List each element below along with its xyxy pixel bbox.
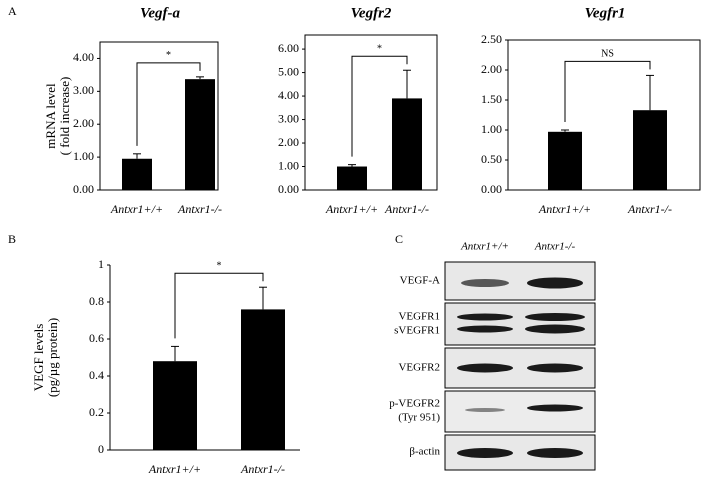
y-tick-label: 0.4 xyxy=(89,368,104,382)
x-tick-label: Antxr1-/- xyxy=(627,202,672,216)
x-tick-label: Antxr1+/+ xyxy=(325,202,378,216)
lane-label: Antxr1+/+ xyxy=(460,241,509,253)
row-label: sVEGFR1 xyxy=(394,325,440,337)
bar xyxy=(122,158,152,190)
y-tick-label: 3.00 xyxy=(73,83,94,97)
y-tick-label: 1.00 xyxy=(278,158,299,172)
plot-frame xyxy=(304,34,438,191)
row-label: (Tyr 951) xyxy=(398,412,440,424)
bar xyxy=(392,98,422,190)
band xyxy=(457,325,513,333)
y-tick-label: 2.00 xyxy=(73,116,94,130)
row-label: p-VEGFR2 xyxy=(389,398,440,410)
y-tick-label: 2.00 xyxy=(481,62,502,76)
row-label: β-actin xyxy=(409,446,440,458)
band xyxy=(527,448,583,458)
y-axis-label: ( fold increase) xyxy=(57,77,72,156)
y-tick-label: 3.00 xyxy=(278,111,299,125)
band xyxy=(457,313,513,321)
significance-bracket xyxy=(564,60,651,122)
panel-label: A xyxy=(8,4,17,18)
blot xyxy=(444,261,596,471)
chart-title: Vegf-a xyxy=(140,5,180,21)
band xyxy=(527,404,583,412)
panel-label: C xyxy=(395,232,403,246)
row-label: VEGFR1 xyxy=(398,311,440,323)
blot-frame xyxy=(444,302,596,346)
row-label: VEGF-A xyxy=(400,275,440,287)
y-tick-label: 6.00 xyxy=(278,41,299,55)
bar xyxy=(337,166,367,190)
y-tick-label: 1.00 xyxy=(73,149,94,163)
y-tick-label: 0.8 xyxy=(89,294,104,308)
blot-frame xyxy=(444,390,596,433)
x-tick-label: Antxr1-/- xyxy=(240,462,285,476)
y-tick-label: 5.00 xyxy=(278,64,299,78)
y-tick-label: 2.50 xyxy=(481,32,502,46)
y-tick-label: 1.50 xyxy=(481,92,502,106)
bar xyxy=(548,131,582,190)
significance-bracket xyxy=(136,62,201,146)
row-label: VEGFR2 xyxy=(398,362,440,374)
panel-label: B xyxy=(8,232,16,246)
y-tick-label: 0 xyxy=(98,442,104,456)
y-tick-label: 0.6 xyxy=(89,331,104,345)
band xyxy=(527,363,583,373)
y-tick-label: 1 xyxy=(98,257,104,271)
band xyxy=(525,324,585,334)
y-tick-label: 0.50 xyxy=(481,152,502,166)
significance-label: * xyxy=(377,44,382,55)
x-tick-label: Antxr1+/+ xyxy=(538,202,591,216)
significance-bracket xyxy=(351,55,408,157)
band xyxy=(527,277,583,289)
band xyxy=(457,363,513,373)
x-tick-label: Antxr1-/- xyxy=(384,202,429,216)
y-axis-label: (pg/µg protein) xyxy=(45,318,60,397)
y-tick-label: 0.00 xyxy=(73,182,94,196)
significance-label: NS xyxy=(601,49,614,60)
y-tick-label: 0.00 xyxy=(481,182,502,196)
x-tick-label: Antxr1-/- xyxy=(177,202,222,216)
x-tick-label: Antxr1+/+ xyxy=(110,202,163,216)
y-tick-label: 4.00 xyxy=(73,50,94,64)
significance-bracket xyxy=(174,272,264,339)
band xyxy=(525,313,585,321)
band xyxy=(461,279,509,287)
x-tick-label: Antxr1+/+ xyxy=(148,462,201,476)
lane-label: Antxr1-/- xyxy=(534,241,576,253)
significance-label: * xyxy=(166,50,171,61)
y-axis-label: mRNA level xyxy=(43,83,58,149)
y-axis-label: VEGF levels xyxy=(31,324,46,392)
y-tick-label: 1.00 xyxy=(481,122,502,136)
bar xyxy=(153,361,197,450)
plot-frame xyxy=(99,41,219,191)
significance-label: * xyxy=(217,260,222,271)
bar xyxy=(185,79,215,190)
plot-frame xyxy=(507,39,701,191)
bar xyxy=(633,110,667,190)
chart-title: Vegfr1 xyxy=(585,5,626,21)
band xyxy=(457,448,513,458)
y-tick-label: 0.2 xyxy=(89,405,104,419)
y-tick-label: 4.00 xyxy=(278,88,299,102)
band xyxy=(465,408,505,412)
y-tick-label: 2.00 xyxy=(278,135,299,149)
chart-title: Vegfr2 xyxy=(351,5,392,21)
bar xyxy=(241,309,285,450)
y-tick-label: 0.00 xyxy=(278,182,299,196)
